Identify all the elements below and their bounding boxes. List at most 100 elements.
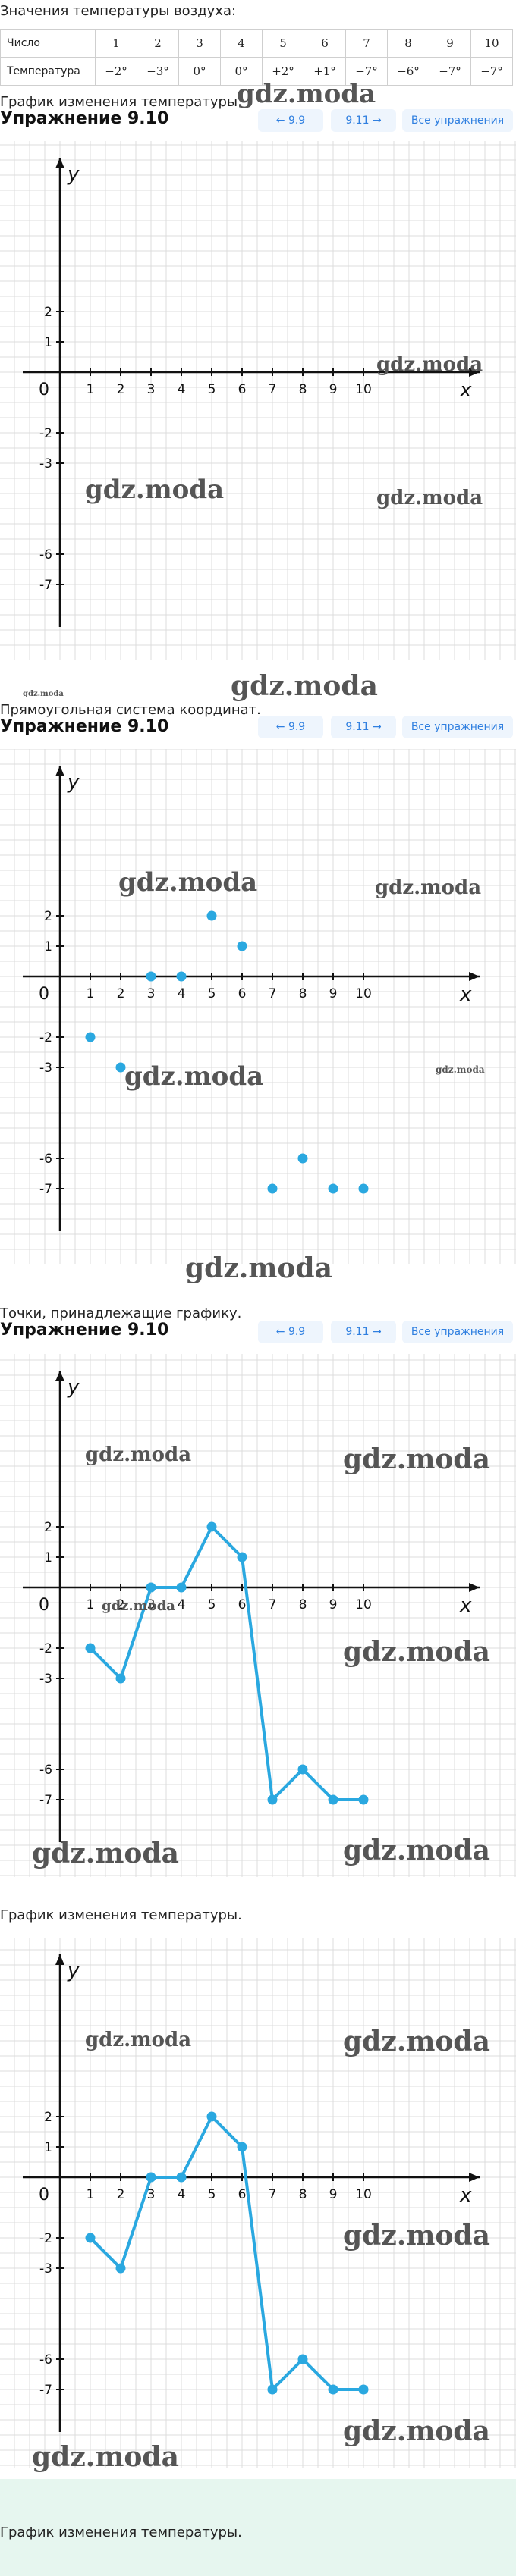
prev-exercise-label: 9.9 — [288, 1326, 306, 1338]
prev-exercise-label: 9.9 — [288, 721, 306, 733]
watermark: gdz.moda — [343, 2220, 490, 2252]
chart-panel-4: x y 0 1 2 3 4 5 6 7 8 9 10 2 1 -2 -3 -6 -7 — [0, 1938, 516, 2468]
x-tick-label: 9 — [329, 382, 338, 397]
x-tick-label: 6 — [238, 382, 247, 397]
coordinate-plane-1: x y 0 1 2 3 4 5 6 7 8 9 10 2 1 -2 -3 -6 -7 — [0, 141, 516, 660]
data-point — [358, 1794, 369, 1805]
y-tick-label: -2 — [39, 2231, 52, 2246]
number-cell: 9 — [429, 29, 471, 58]
x-axis-label: x — [459, 1594, 472, 1617]
data-point — [85, 2233, 96, 2243]
watermark: gdz.moda — [23, 690, 64, 698]
number-cell: 5 — [262, 29, 304, 58]
next-exercise-button[interactable]: 9.11 → — [331, 109, 396, 132]
data-point — [206, 2111, 217, 2122]
watermark: gdz.moda — [32, 2441, 179, 2473]
coordinate-plane-2: x y 0 1 2 3 4 5 6 7 8 9 10 2 1 -2 -3 -6 -7 — [0, 749, 516, 1264]
next-exercise-button[interactable]: 9.11 → — [331, 716, 396, 738]
watermark: gdz.moda — [102, 1598, 175, 1614]
watermark: gdz.moda — [343, 2026, 490, 2057]
data-point — [146, 971, 156, 982]
exercise-title: Упражнение 9.10 — [0, 109, 169, 128]
y-tick-label: 2 — [44, 305, 52, 320]
grid — [0, 1354, 516, 1877]
row-label-number: Число — [0, 29, 96, 58]
y-axis-label: y — [67, 771, 80, 794]
x-tick-label: 1 — [87, 382, 95, 397]
x-tick-label: 5 — [208, 2187, 216, 2202]
x-tick-label: 2 — [117, 1597, 125, 1612]
table-row-numbers: Число 1 2 3 4 5 6 7 8 9 10 — [0, 29, 513, 58]
x-tick-label: 7 — [269, 2187, 277, 2202]
data-point — [297, 1153, 308, 1164]
x-tick-label: 9 — [329, 986, 338, 1001]
table-caption: Значения температуры воздуха: — [0, 3, 237, 19]
y-axis-label: y — [67, 1960, 80, 1982]
grid — [0, 1938, 516, 2468]
data-point — [206, 1521, 217, 1532]
temp-cell: +1° — [304, 57, 346, 86]
watermark: gdz.moda — [85, 1443, 192, 1466]
y-tick-label: 2 — [44, 909, 52, 924]
next-exercise-button[interactable]: 9.11 → — [331, 1321, 396, 1343]
data-point — [297, 2354, 308, 2364]
x-axis-label: x — [459, 983, 472, 1006]
number-cell: 3 — [178, 29, 221, 58]
series-line — [89, 2115, 363, 2391]
temp-cell: −7° — [429, 57, 471, 86]
prev-exercise-button[interactable]: ← 9.9 — [258, 109, 323, 132]
x-axis-arrow — [469, 2173, 480, 2182]
x-tick-label: 1 — [87, 2187, 95, 2202]
y-tick-label: -3 — [39, 1672, 52, 1687]
temperature-table: Число 1 2 3 4 5 6 7 8 9 10 Температура −… — [0, 29, 513, 86]
x-tick-label: 10 — [355, 2187, 372, 2202]
data-point — [146, 2172, 156, 2183]
y-tick-label: -3 — [39, 2261, 52, 2277]
x-tick-label: 4 — [178, 2187, 186, 2202]
y-tick-label: 1 — [44, 2140, 52, 2155]
coordinate-plane-4: x y 0 1 2 3 4 5 6 7 8 9 10 2 1 -2 -3 -6 -7 — [0, 1938, 516, 2468]
y-axis-arrow — [55, 1371, 64, 1381]
y-tick-label: 2 — [44, 1520, 52, 1535]
number-cell: 1 — [95, 29, 137, 58]
origin-label: 0 — [39, 1596, 49, 1615]
watermark: gdz.moda — [343, 1636, 490, 1668]
chart-panel-2: x y 0 1 2 3 4 5 6 7 8 9 10 2 1 -2 -3 -6 -7 — [0, 749, 516, 1264]
y-axis-label: y — [67, 163, 80, 186]
chart-panel-3: x y 0 1 2 3 4 5 6 7 8 9 10 2 1 -2 -3 -6 -7 — [0, 1354, 516, 1877]
watermark: gdz.moda — [124, 1061, 264, 1092]
all-exercises-button[interactable]: Все упражнения — [402, 109, 513, 132]
x-tick-label: 3 — [147, 382, 156, 397]
chart-caption: График изменения температуры. — [0, 2524, 242, 2540]
temp-cell: −7° — [470, 57, 513, 86]
prev-exercise-button[interactable]: ← 9.9 — [258, 716, 323, 738]
arrow-left-icon: ← — [275, 114, 285, 127]
chart-caption: График изменения температуры. — [0, 1907, 242, 1923]
x-tick-label: 4 — [178, 382, 186, 397]
data-point — [115, 1673, 126, 1684]
x-tick-label: 2 — [117, 2187, 125, 2202]
y-tick-label: -6 — [39, 2352, 52, 2368]
all-exercises-button[interactable]: Все упражнения — [402, 716, 513, 738]
prev-exercise-button[interactable]: ← 9.9 — [258, 1321, 323, 1343]
watermark: gdz.moda — [185, 1252, 332, 1284]
grid — [0, 749, 516, 1264]
temp-cell: −7° — [345, 57, 388, 86]
coordinate-plane-3: x y 0 1 2 3 4 5 6 7 8 9 10 2 1 -2 -3 -6 -7 — [0, 1354, 516, 1877]
x-axis-arrow — [469, 1583, 480, 1592]
watermark: gdz.moda — [376, 353, 483, 376]
x-axis-label: x — [459, 379, 472, 402]
arrow-left-icon: ← — [275, 721, 285, 733]
arrow-left-icon: ← — [275, 1326, 285, 1338]
all-exercises-button[interactable]: Все упражнения — [402, 1321, 513, 1343]
x-tick-label: 9 — [329, 1597, 338, 1612]
next-exercise-label: 9.11 — [345, 114, 370, 127]
y-axis-arrow — [55, 766, 64, 776]
watermark: gdz.moda — [231, 670, 378, 702]
x-tick-label: 3 — [147, 1597, 156, 1612]
number-cell: 2 — [137, 29, 179, 58]
x-tick-label: 6 — [238, 986, 247, 1001]
watermark: gdz.moda — [85, 475, 225, 505]
data-point — [176, 971, 187, 982]
section-caption: Точки, принадлежащие графику. — [0, 1305, 242, 1321]
